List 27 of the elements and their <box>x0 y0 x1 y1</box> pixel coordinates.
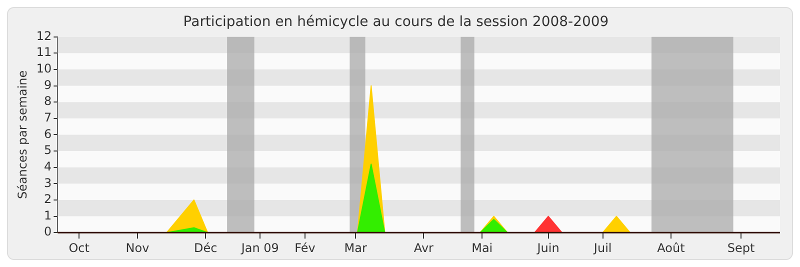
y-tick-label: 6 <box>44 126 52 141</box>
x-tick-label: Avr <box>414 240 434 255</box>
y-tick-label: 2 <box>44 192 52 206</box>
y-tick-label: 11 <box>36 45 52 60</box>
x-tick-label: Déc <box>194 240 218 255</box>
y-tick-label: 0 <box>44 224 52 239</box>
y-tick-label: 10 <box>36 62 52 76</box>
x-tick-label: Sept <box>727 240 756 255</box>
chart-title: Participation en hémicycle au cours de la session 2008-2009 <box>183 14 609 30</box>
y-tick-label: 7 <box>44 110 52 125</box>
x-tick-label: Fév <box>294 240 316 255</box>
y-tick-label: 12 <box>36 28 52 43</box>
y-tick-label: 4 <box>44 159 52 174</box>
x-tick-label: Oct <box>68 240 90 255</box>
x-tick-label: Nov <box>126 240 150 255</box>
x-tick-label: Mar <box>344 240 367 255</box>
y-tick-label: 9 <box>44 78 52 92</box>
x-tick-label: Mai <box>472 240 493 255</box>
y-tick-label: 3 <box>44 176 52 190</box>
y-axis-title: Séances par semaine <box>15 70 30 200</box>
x-tick-label: Août <box>657 240 686 255</box>
y-tick-label: 5 <box>44 143 52 158</box>
y-tick-label: 1 <box>44 208 52 222</box>
y-tick-label: 8 <box>44 94 52 108</box>
x-tick-label: Juin <box>536 240 560 255</box>
x-tick-label: Jan 09 <box>240 240 279 255</box>
x-tick-label: Juil <box>592 240 612 255</box>
